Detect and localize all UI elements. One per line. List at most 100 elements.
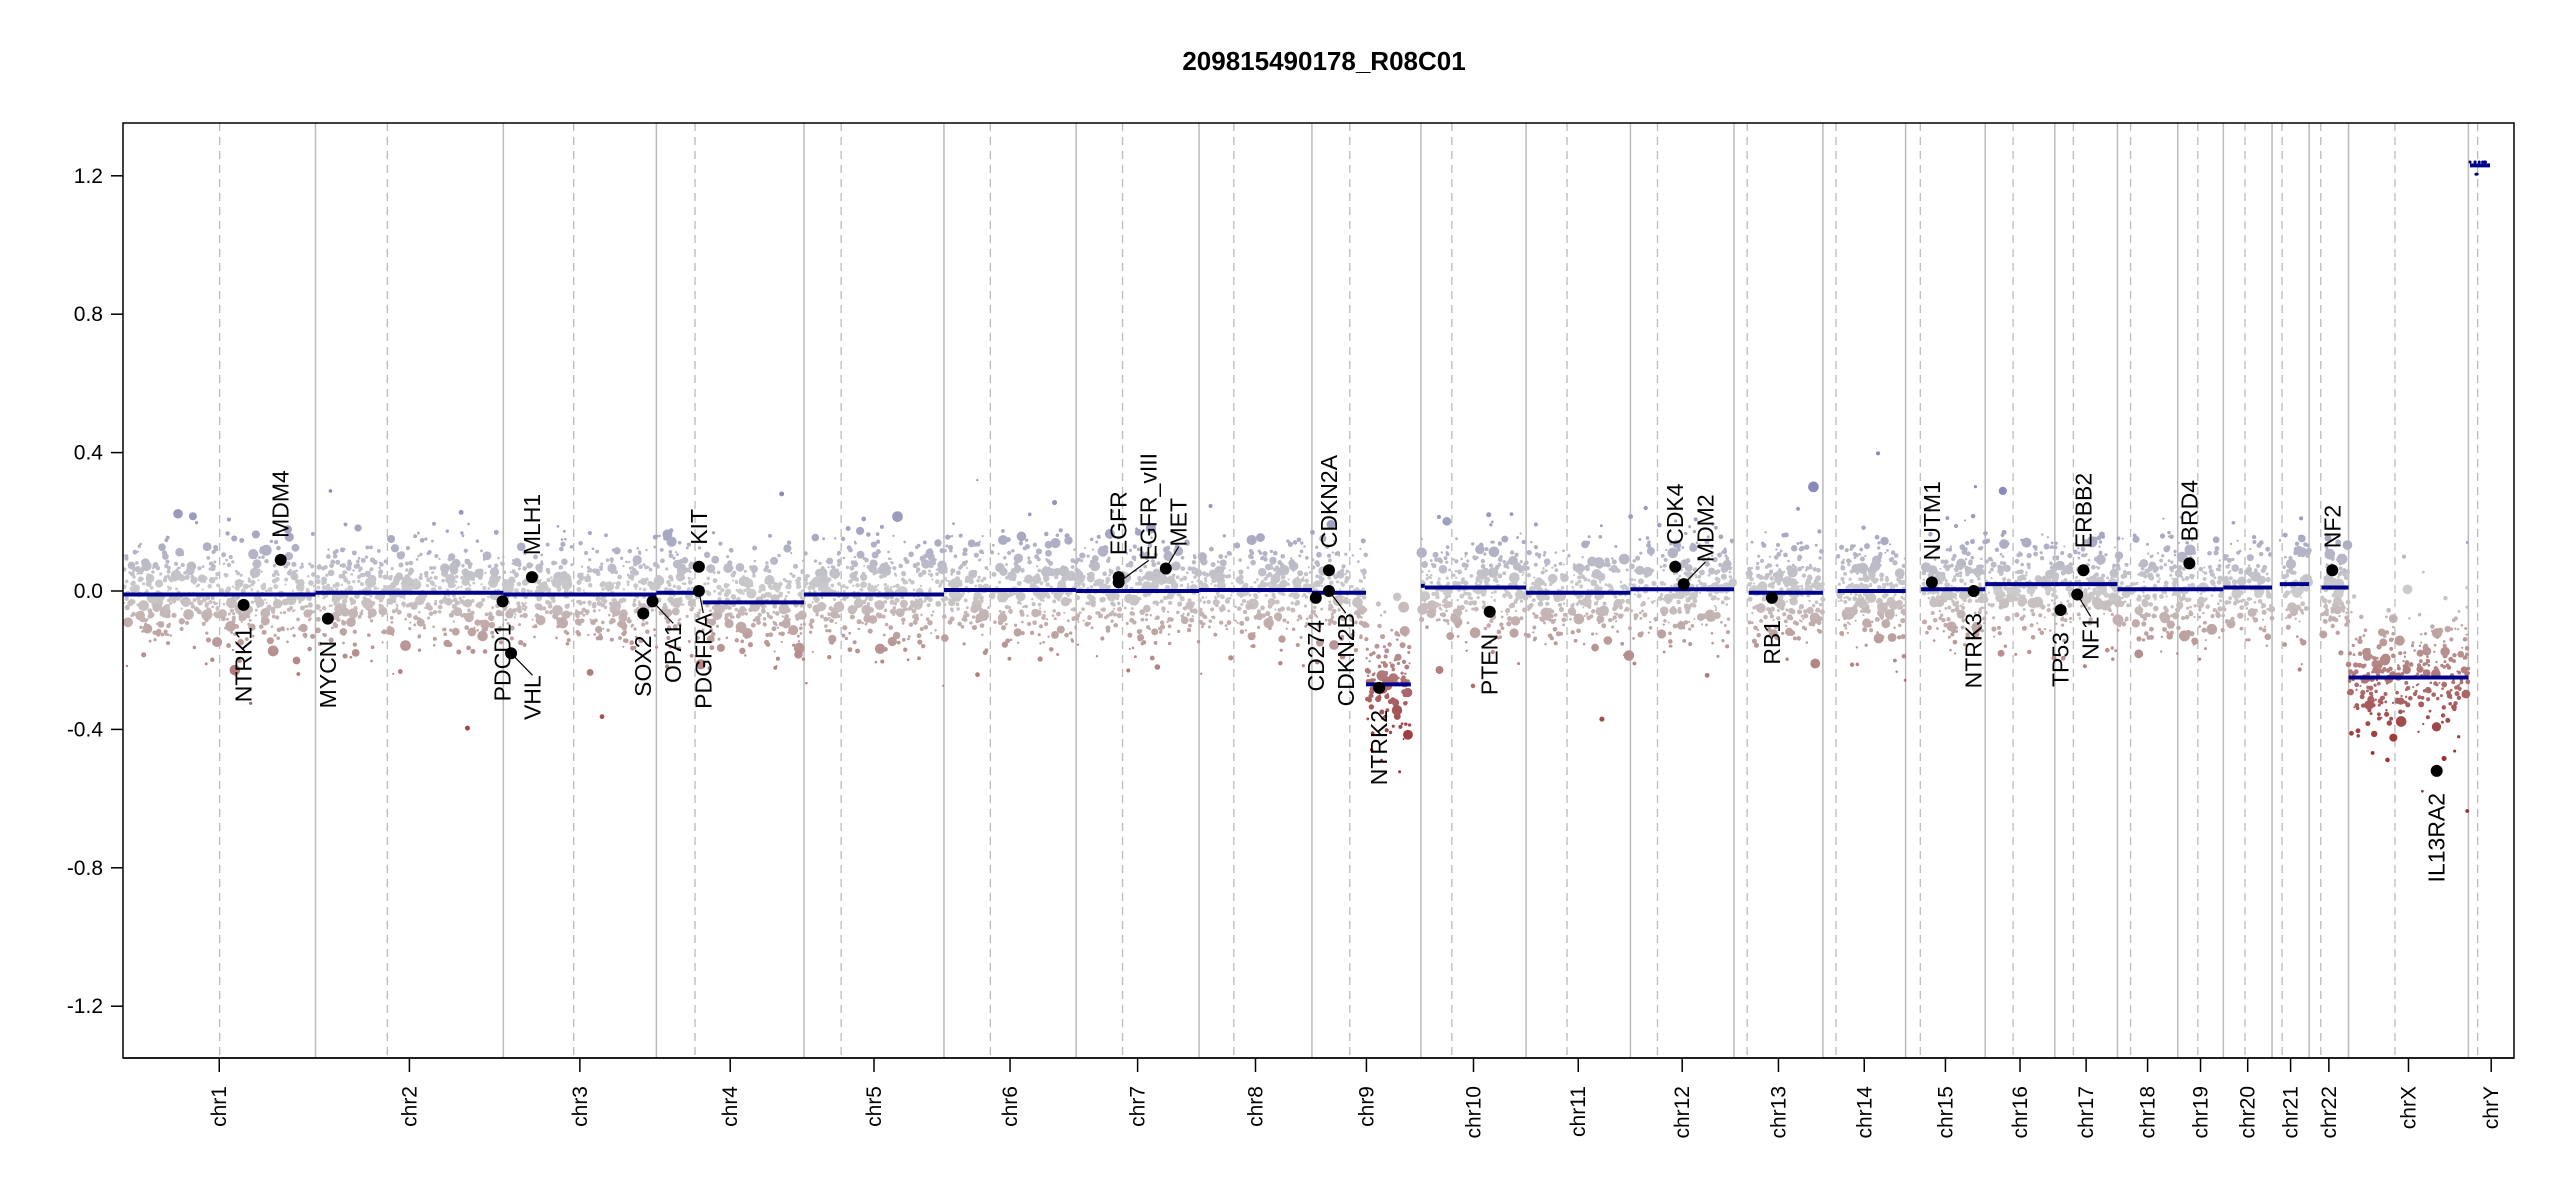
- probe-point: [463, 599, 473, 608]
- probe-point: [1728, 570, 1732, 574]
- probe-point: [1579, 584, 1584, 589]
- probe-point: [964, 552, 968, 556]
- probe-point: [772, 603, 778, 609]
- probe-point: [1383, 654, 1388, 659]
- probe-point: [1499, 622, 1504, 627]
- probe-point: [141, 630, 144, 633]
- probe-point: [706, 576, 711, 581]
- probe-point: [464, 558, 467, 562]
- probe-point: [443, 632, 448, 637]
- probe-point: [478, 635, 483, 640]
- probe-point: [1058, 528, 1063, 533]
- probe-point: [1494, 564, 1500, 570]
- probe-point: [1031, 598, 1034, 601]
- probe-point: [797, 640, 801, 643]
- probe-point: [716, 570, 721, 575]
- probe-point: [1159, 620, 1165, 625]
- probe-point: [841, 584, 846, 589]
- probe-point: [539, 561, 544, 566]
- probe-point: [930, 565, 934, 568]
- probe-point: [1799, 541, 1803, 545]
- probe-point: [1188, 623, 1192, 628]
- probe-point: [141, 652, 147, 658]
- probe-point: [475, 539, 480, 543]
- probe-point: [1693, 596, 1697, 600]
- probe-point: [943, 596, 949, 602]
- probe-point: [367, 633, 371, 637]
- probe-point: [1811, 623, 1816, 627]
- probe-point: [369, 619, 374, 623]
- probe-point: [300, 588, 304, 592]
- probe-point: [600, 602, 606, 608]
- probe-point: [1391, 667, 1396, 672]
- probe-point: [1580, 595, 1583, 598]
- probe-point: [1599, 614, 1604, 618]
- probe-point: [1027, 621, 1032, 626]
- probe-point: [1603, 636, 1613, 645]
- probe-point: [310, 633, 316, 639]
- probe-point: [1562, 623, 1565, 627]
- probe-point: [892, 631, 901, 640]
- probe-point: [214, 547, 219, 552]
- probe-point: [908, 622, 914, 627]
- probe-point: [1782, 612, 1787, 617]
- probe-point: [230, 631, 233, 634]
- probe-point: [1670, 584, 1673, 588]
- probe-point: [1776, 616, 1781, 621]
- probe-point: [1701, 613, 1707, 620]
- probe-point: [1553, 641, 1558, 646]
- probe-point: [1576, 628, 1581, 634]
- probe-point: [1019, 612, 1025, 617]
- probe-point: [1074, 567, 1080, 573]
- probe-point: [1552, 595, 1556, 598]
- probe-point: [601, 587, 605, 591]
- probe-point: [1053, 590, 1063, 600]
- probe-point: [381, 629, 387, 635]
- probe-point: [1725, 644, 1730, 649]
- probe-point: [1639, 616, 1643, 620]
- probe-point: [1614, 544, 1618, 549]
- probe-point: [1560, 585, 1565, 590]
- probe-point: [417, 634, 421, 639]
- probe-point: [489, 574, 499, 584]
- probe-point: [214, 613, 221, 619]
- probe-point: [1760, 558, 1765, 563]
- probe-point: [1242, 609, 1248, 614]
- probe-point: [1631, 583, 1636, 588]
- probe-point: [205, 631, 209, 635]
- probe-point: [1847, 563, 1851, 567]
- probe-point: [911, 608, 917, 614]
- probe-point: [1144, 570, 1155, 581]
- probe-point: [204, 662, 208, 666]
- probe-point: [761, 587, 766, 592]
- probe-point: [246, 615, 251, 619]
- probe-point: [736, 596, 741, 602]
- probe-point: [1291, 569, 1295, 572]
- probe-point: [633, 627, 637, 631]
- probe-point: [1301, 595, 1304, 598]
- probe-point: [1189, 617, 1195, 623]
- probe-point: [1299, 549, 1304, 554]
- probe-point: [650, 608, 654, 612]
- probe-point: [1244, 629, 1247, 632]
- probe-point: [679, 569, 684, 574]
- probe-point: [231, 615, 236, 621]
- probe-point: [849, 565, 855, 571]
- probe-point: [438, 610, 442, 614]
- probe-point: [604, 581, 615, 592]
- probe-point: [582, 613, 586, 617]
- probe-point: [440, 605, 443, 609]
- probe-point: [546, 577, 551, 583]
- probe-point: [198, 610, 202, 615]
- probe-point: [1435, 665, 1444, 674]
- probe-point: [1980, 557, 1983, 561]
- probe-point: [1215, 600, 1220, 605]
- probe-point: [514, 613, 517, 616]
- probe-point: [262, 618, 265, 621]
- probe-point: [814, 598, 819, 604]
- probe-point: [124, 554, 129, 559]
- probe-point: [1337, 608, 1341, 612]
- probe-point: [1238, 569, 1244, 575]
- probe-point: [1542, 570, 1545, 573]
- probe-point: [687, 579, 693, 585]
